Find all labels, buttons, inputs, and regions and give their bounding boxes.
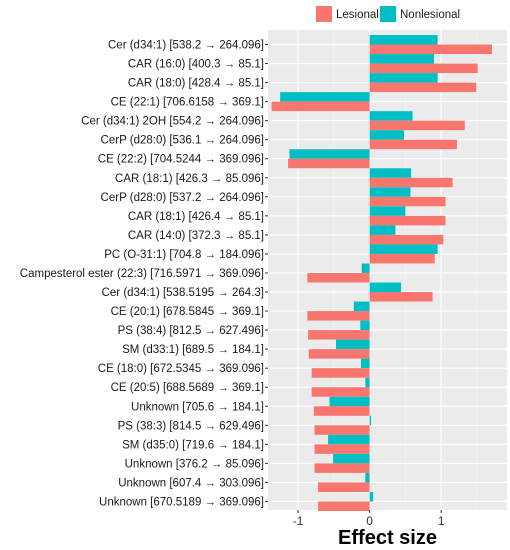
legend-swatch-lesional: [316, 6, 332, 22]
bar-lesional: [369, 292, 433, 302]
bar-lesional: [313, 406, 370, 416]
category-label: SM (d35:0) [719.6 → 184.1]: [122, 439, 264, 451]
category-label: CE (22:1) [706.6158 → 369.1]: [111, 97, 264, 109]
bar-lesional: [314, 425, 370, 435]
bar-nonlesional: [361, 263, 370, 273]
category-label: PS (38:4) [812.5 → 627.496]: [118, 325, 264, 337]
bar-nonlesional: [329, 396, 370, 407]
category-label: Unknown [670.5189 → 369.096]: [99, 496, 264, 508]
category-label: CE (20:5) [688.5689 → 369.1]: [111, 382, 264, 394]
bar-lesional: [318, 501, 370, 511]
bar-nonlesional: [360, 320, 370, 331]
bar-lesional: [369, 82, 477, 93]
bar-lesional: [307, 311, 370, 321]
bar-lesional: [311, 387, 370, 397]
category-label: CE (22:2) [704.5244 → 369.096]: [98, 154, 264, 166]
bar-nonlesional: [365, 472, 370, 483]
legend: Lesional Nonlesional: [316, 6, 460, 22]
x-tick-label: 1: [438, 514, 445, 528]
bar-lesional: [369, 63, 478, 74]
bar-nonlesional: [369, 206, 406, 216]
x-tick-label: -1: [293, 514, 304, 528]
bar-lesional: [271, 101, 370, 112]
category-label: CE (18:0) [672.5345 → 369.096]: [98, 363, 264, 375]
category-label: CAR (14:0) [372.3 → 85.1]: [128, 230, 264, 242]
bar-nonlesional: [361, 358, 370, 369]
bar-lesional: [314, 444, 370, 454]
bar-lesional: [369, 177, 453, 188]
bar-lesional: [314, 463, 370, 473]
legend-label-nonlesional: Nonlesional: [400, 9, 460, 21]
bar-nonlesional: [280, 92, 370, 102]
x-tick-label: 0: [366, 514, 373, 528]
category-label: Unknown [607.4 → 303.096]: [118, 477, 264, 489]
bar-lesional: [369, 139, 457, 150]
bar-nonlesional: [365, 377, 370, 388]
category-label: PS (38:3) [814.5 → 629.496]: [118, 420, 264, 432]
category-label: PC (O-31:1) [704.8 → 184.096]: [104, 249, 264, 261]
bar-nonlesional: [369, 54, 435, 64]
bar-lesional: [308, 330, 370, 340]
category-label: Unknown [376.2 → 85.096]: [125, 458, 264, 470]
bar-lesional: [288, 158, 370, 169]
category-label: Campesterol ester (22:3) [716.5971 → 369…: [20, 268, 264, 280]
category-label: Cer (d34:1) [538.5195 → 264.3]: [102, 287, 264, 299]
bar-nonlesional: [328, 434, 370, 445]
category-label: CAR (18:0) [428.4 → 85.1]: [128, 78, 264, 90]
bars: [271, 35, 492, 511]
bar-lesional: [369, 120, 465, 131]
category-label: CerP (d28:0) [536.1 → 264.096]: [101, 135, 264, 147]
bar-nonlesional: [369, 168, 412, 178]
x-axis-ticks: -1 0 1: [293, 510, 445, 528]
category-label: CE (20:1) [678.5845 → 369.1]: [111, 306, 264, 318]
bar-nonlesional: [369, 187, 411, 197]
category-label: CAR (16:0) [400.3 → 85.1]: [128, 59, 264, 71]
bar-nonlesional: [369, 73, 438, 83]
bar-nonlesional: [369, 415, 372, 426]
bar-lesional: [369, 215, 446, 226]
bar-nonlesional: [333, 453, 370, 464]
bar-nonlesional: [369, 491, 374, 502]
bar-lesional: [369, 234, 444, 245]
category-label: Unknown [705.6 → 184.1]: [131, 401, 264, 413]
bar-nonlesional: [369, 225, 396, 235]
x-axis-title: Effect size: [338, 527, 437, 549]
bar-lesional: [369, 253, 435, 264]
bar-lesional: [369, 44, 492, 54]
category-label: Cer (d34:1) [538.2 → 264.096]: [108, 40, 264, 52]
legend-label-lesional: Lesional: [336, 9, 379, 21]
category-label: CAR (18:1) [426.3 → 85.096]: [115, 173, 264, 185]
bar-nonlesional: [369, 282, 402, 293]
bar-nonlesional: [335, 339, 370, 350]
bar-lesional: [311, 368, 370, 378]
bar-lesional: [318, 482, 370, 492]
category-label: CAR (18:1) [426.4 → 85.1]: [128, 211, 264, 223]
bar-nonlesional: [369, 35, 438, 45]
legend-swatch-nonlesional: [380, 6, 396, 22]
bar-nonlesional: [369, 130, 404, 140]
bar-lesional: [307, 272, 370, 283]
bar-nonlesional: [353, 301, 370, 312]
category-label: SM (d33:1) [689.5 → 184.1]: [122, 344, 264, 356]
bar-nonlesional: [369, 244, 438, 254]
bar-lesional: [369, 196, 446, 207]
bar-lesional: [308, 349, 370, 359]
category-labels: Cer (d34:1) [538.2 → 264.096] CAR (16:0) …: [20, 40, 268, 508]
category-label: CerP (d28:0) [537.2 → 264.096]: [101, 192, 264, 204]
category-label: Cer (d34:1) 2OH [554.2 → 264.096]: [81, 116, 264, 128]
bar-nonlesional: [289, 149, 370, 159]
bar-nonlesional: [369, 111, 413, 121]
